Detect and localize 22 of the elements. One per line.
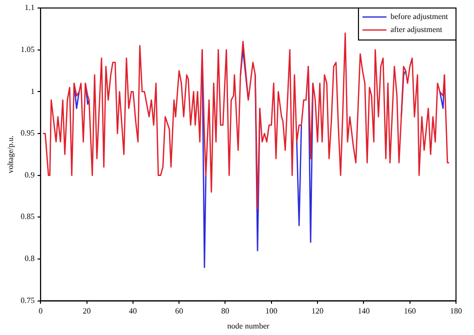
x-tick-label: 0 [38, 306, 43, 316]
legend-label: after adjustment [390, 25, 443, 34]
x-tick-label: 80 [221, 306, 230, 316]
y-tick-label: 0.95 [20, 128, 35, 138]
y-tick-label: 1.1 [24, 3, 35, 12]
y-tick-label: 0.9 [24, 170, 35, 180]
x-tick-label: 60 [175, 306, 184, 316]
x-tick-label: 140 [358, 306, 370, 316]
y-tick-label: 0.75 [20, 296, 35, 305]
x-tick-label: 120 [312, 306, 324, 316]
x-tick-label: 180 [450, 306, 462, 316]
x-tick-label: 40 [128, 306, 137, 316]
y-axis-title: voltage/p.u. [6, 136, 15, 174]
x-axis-title: node number [227, 321, 270, 330]
x-tick-label: 20 [82, 306, 91, 316]
legend-label: before adjustment [390, 12, 449, 22]
x-tick-label: 160 [404, 306, 416, 316]
y-tick-label: 0.8 [24, 254, 35, 264]
y-tick-label: 0.85 [20, 212, 35, 222]
y-tick-label: 1 [30, 86, 35, 96]
x-tick-label: 100 [265, 306, 278, 316]
y-tick-label: 1.05 [20, 44, 35, 54]
